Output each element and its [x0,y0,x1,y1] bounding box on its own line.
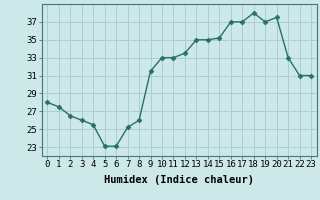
X-axis label: Humidex (Indice chaleur): Humidex (Indice chaleur) [104,175,254,185]
